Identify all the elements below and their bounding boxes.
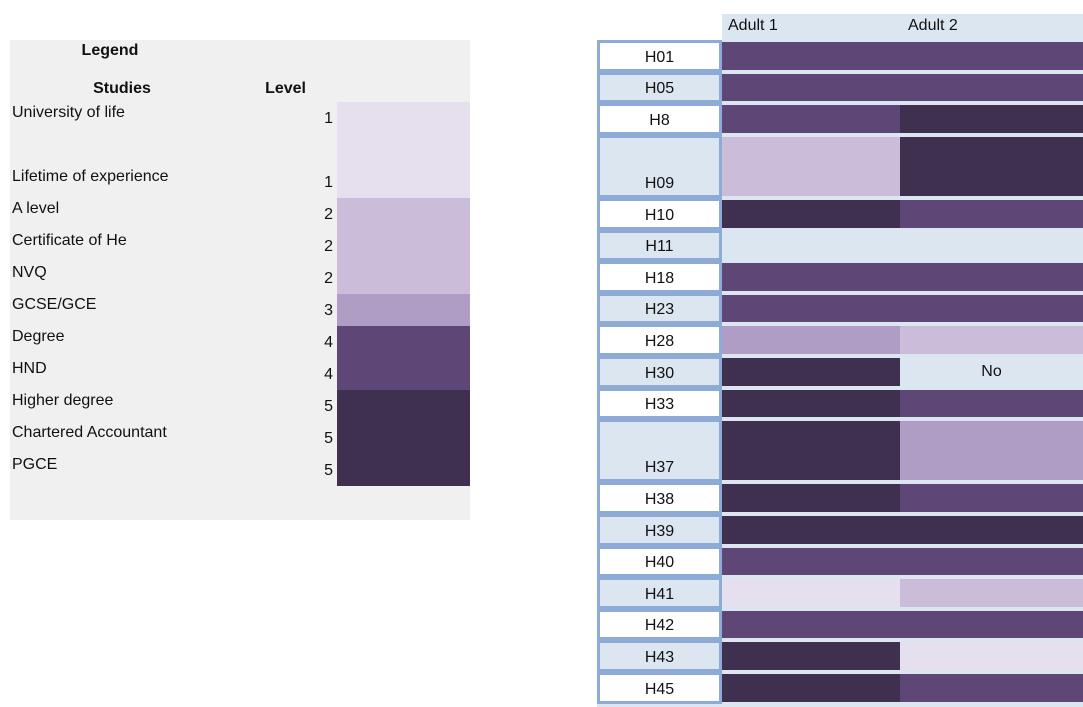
legend-level: 4	[324, 366, 333, 383]
legend-color	[337, 230, 470, 262]
cell	[722, 263, 900, 291]
legend-study: PGCE	[12, 456, 58, 473]
cell	[722, 516, 900, 544]
legend-level: 3	[324, 302, 333, 319]
row-id: H05	[597, 71, 722, 104]
legend-color	[337, 422, 470, 454]
row-id: H10	[597, 198, 722, 230]
row-id: H43	[597, 640, 722, 672]
legend-level: 5	[324, 462, 333, 479]
cell	[722, 547, 900, 576]
row-id: H09	[597, 134, 722, 198]
row-id: H8	[597, 103, 722, 135]
legend-color	[337, 358, 470, 390]
row-id: H40	[597, 545, 722, 578]
cell	[722, 358, 900, 386]
cell	[722, 389, 900, 418]
legend-study: Higher degree	[12, 392, 114, 409]
cell	[722, 136, 900, 196]
legend-color	[337, 294, 470, 326]
legend-header: Studies	[93, 80, 151, 97]
legend-study: Degree	[12, 328, 65, 345]
cell	[722, 610, 900, 639]
row-id: H33	[597, 387, 722, 420]
legend-color	[337, 326, 470, 358]
row-id: H45	[597, 672, 722, 704]
cell	[722, 484, 900, 512]
legend-color	[337, 390, 470, 422]
legend-study: HND	[12, 360, 47, 377]
legend-level: 2	[324, 206, 333, 223]
cell	[900, 547, 1083, 576]
cell	[900, 263, 1083, 291]
row-id: H41	[597, 577, 722, 609]
legend-color	[337, 262, 470, 294]
row-id: H01	[597, 40, 722, 72]
row-id: H28	[597, 324, 722, 356]
cell	[900, 200, 1083, 228]
row-id: H18	[597, 261, 722, 293]
cell	[722, 326, 900, 354]
cell	[900, 610, 1083, 639]
legend-level: 4	[324, 334, 333, 351]
cell	[900, 674, 1083, 702]
legend-study: Certificate of He	[12, 232, 127, 249]
legend-color	[337, 134, 470, 198]
cell	[900, 484, 1083, 512]
cell	[900, 421, 1083, 481]
cell	[900, 136, 1083, 196]
cell	[722, 642, 900, 670]
legend-title: Legend	[81, 42, 139, 59]
column-header: Adult 2	[908, 17, 958, 34]
cell	[722, 105, 900, 133]
legend-level: 5	[324, 430, 333, 447]
cell	[722, 200, 900, 228]
legend-level: 5	[324, 398, 333, 415]
cell	[900, 294, 1083, 323]
legend-header: Level	[265, 80, 306, 97]
cell	[722, 421, 900, 481]
legend-study: Chartered Accountant	[12, 424, 167, 441]
row-id: H39	[597, 514, 722, 546]
table-header-bg	[722, 14, 1083, 40]
cell	[722, 42, 900, 70]
row-id: H38	[597, 482, 722, 514]
legend-study: GCSE/GCE	[12, 296, 97, 313]
cell	[900, 105, 1083, 133]
column-header: Adult 1	[728, 17, 778, 34]
legend-study: Lifetime of experience	[12, 168, 169, 185]
cell-text: No	[981, 362, 1002, 380]
cell	[722, 294, 900, 323]
legend-study: A level	[12, 200, 60, 217]
cell	[900, 642, 1083, 670]
row-id: H42	[597, 608, 722, 641]
row-id: H11	[597, 229, 722, 262]
cell	[900, 73, 1083, 102]
row-id: H30	[597, 356, 722, 388]
legend-level: 1	[324, 174, 333, 191]
cell	[900, 579, 1083, 607]
legend-color	[337, 198, 470, 230]
cell	[900, 42, 1083, 70]
legend-level: 1	[324, 110, 333, 127]
legend-level: 2	[324, 238, 333, 255]
cell	[900, 326, 1083, 354]
legend-level: 2	[324, 270, 333, 287]
legend-study: University of life	[12, 104, 125, 121]
cell	[722, 579, 900, 607]
row-id: H23	[597, 292, 722, 325]
cell	[900, 516, 1083, 544]
row-id: H37	[597, 419, 722, 483]
cell	[722, 674, 900, 702]
legend-color	[337, 102, 470, 134]
legend-color	[337, 454, 470, 486]
cell	[722, 73, 900, 102]
cell	[900, 389, 1083, 418]
legend-study: NVQ	[12, 264, 47, 281]
